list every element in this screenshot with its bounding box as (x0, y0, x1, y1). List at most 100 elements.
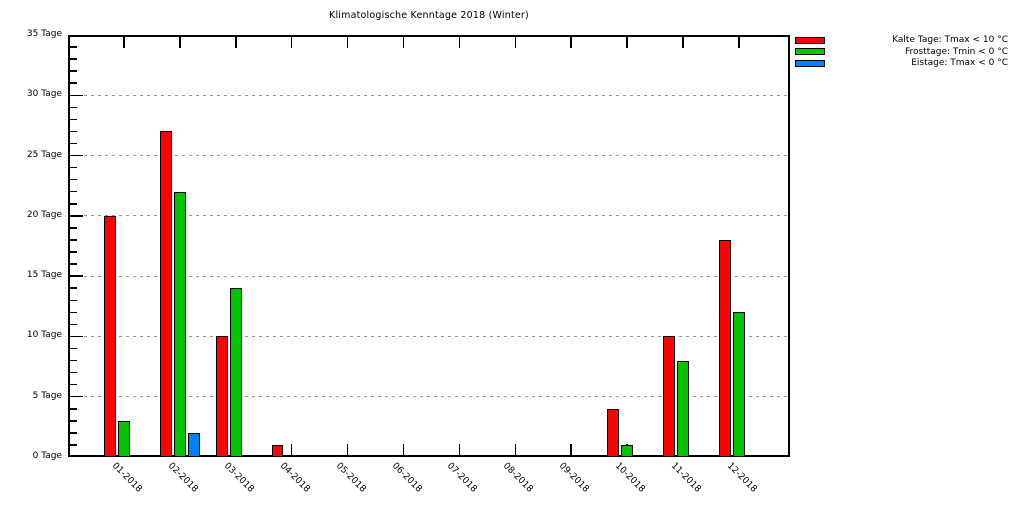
y-minor-tick-2 (70, 432, 77, 434)
gridline-y-30 (70, 94, 788, 96)
legend-label: Eistage: Tmax < 0 °C (911, 58, 1008, 68)
x-axis-label-11-2018: 11-2018 (668, 461, 703, 495)
bar-frosttage-03-2018 (230, 288, 242, 457)
y-minor-tick-11 (70, 323, 77, 326)
legend-label: Frosttage: Tmin < 0 °C (904, 46, 1008, 57)
bar-kalte-tage-12-2018 (719, 239, 731, 457)
x-tick-top-02-2018 (179, 37, 181, 48)
x-axis-label-05-2018: 05-2018 (333, 461, 368, 495)
gridline-y-15 (70, 275, 788, 277)
x-tick-bottom-08-2018 (514, 444, 517, 455)
y-minor-tick-13 (70, 299, 77, 301)
legend-label: Kalte Tage: Tmax < 10 °C (892, 35, 1008, 45)
y-minor-tick-23 (70, 178, 77, 181)
bar-frosttage-11-2018 (677, 360, 689, 457)
y-axis-label-20: 20 Tage (26, 209, 62, 220)
bar-kalte-tage-03-2018 (216, 336, 228, 457)
x-tick-top-05-2018 (346, 37, 349, 48)
bar-frosttage-10-2018 (621, 444, 633, 457)
y-major-tick-15 (70, 275, 83, 277)
legend-swatch-red (795, 36, 825, 44)
y-axis-label-5: 5 Tage (32, 390, 62, 401)
x-axis-label-12-2018: 12-2018 (724, 461, 759, 495)
y-minor-tick-8 (70, 359, 77, 362)
y-minor-tick-6 (70, 383, 77, 386)
x-tick-bottom-05-2018 (346, 444, 349, 455)
x-tick-top-09-2018 (570, 37, 572, 48)
x-tick-top-08-2018 (514, 37, 517, 48)
y-minor-tick-9 (70, 347, 77, 350)
bar-eistage-02-2018 (188, 432, 200, 457)
y-minor-tick-26 (70, 142, 77, 145)
gridline-y-25 (70, 155, 788, 157)
chart-title: Klimatologische Kenntage 2018 (Winter) (329, 10, 529, 21)
x-axis-label-08-2018: 08-2018 (501, 461, 535, 495)
y-minor-tick-28 (70, 118, 77, 121)
y-major-tick-30 (70, 94, 83, 97)
y-minor-tick-31 (70, 82, 77, 84)
y-axis-label-30: 30 Tage (26, 89, 62, 100)
y-axis-label-0: 0 Tage (32, 451, 62, 461)
x-axis-label-10-2018: 10-2018 (613, 461, 647, 495)
y-minor-tick-4 (70, 408, 77, 410)
bar-kalte-tage-02-2018 (160, 131, 172, 457)
x-tick-top-12-2018 (738, 37, 740, 48)
y-axis-label-10: 10 Tage (26, 330, 62, 341)
x-tick-bottom-06-2018 (402, 444, 405, 455)
bar-frosttage-01-2018 (118, 420, 130, 457)
x-axis-label-02-2018: 02-2018 (165, 461, 200, 495)
y-minor-tick-32 (70, 70, 77, 72)
y-minor-tick-14 (70, 287, 77, 289)
y-minor-tick-34 (70, 46, 77, 48)
x-tick-top-03-2018 (235, 37, 237, 48)
y-minor-tick-19 (70, 227, 77, 229)
plot-frame (68, 35, 790, 457)
x-tick-top-01-2018 (123, 37, 125, 48)
x-axis-label-01-2018: 01-2018 (109, 461, 144, 495)
y-axis-label-35: 35 Tage (26, 29, 62, 39)
y-minor-tick-17 (70, 251, 77, 253)
bar-kalte-tage-01-2018 (104, 215, 116, 457)
y-minor-tick-24 (70, 166, 77, 169)
y-minor-tick-12 (70, 311, 77, 314)
x-axis-label-06-2018: 06-2018 (389, 461, 424, 495)
bar-kalte-tage-10-2018 (607, 408, 619, 457)
gridline-y-5 (70, 396, 788, 398)
y-major-tick-25 (70, 154, 83, 157)
y-major-tick-5 (70, 395, 83, 398)
chart-legend: Kalte Tage: Tmax < 10 °C Frosttage: Tmin… (795, 35, 1008, 71)
x-tick-bottom-07-2018 (458, 444, 461, 455)
legend-item-frosttage: Frosttage: Tmin < 0 °C (795, 46, 1008, 57)
y-minor-tick-29 (70, 106, 77, 109)
y-minor-tick-21 (70, 203, 77, 205)
y-minor-tick-27 (70, 130, 77, 133)
y-major-tick-20 (70, 215, 83, 217)
y-minor-tick-16 (70, 263, 77, 265)
y-minor-tick-33 (70, 58, 77, 60)
x-tick-top-10-2018 (626, 37, 628, 48)
y-minor-tick-1 (70, 444, 77, 446)
gridline-y-20 (70, 215, 788, 217)
legend-item-kalte-tage: Kalte Tage: Tmax < 10 °C (795, 35, 1008, 45)
y-minor-tick-18 (70, 239, 77, 241)
y-minor-tick-7 (70, 371, 77, 374)
x-tick-top-07-2018 (458, 37, 461, 48)
x-axis-label-09-2018: 09-2018 (557, 461, 591, 495)
y-minor-tick-22 (70, 190, 77, 193)
x-tick-top-04-2018 (290, 37, 293, 48)
gridline-y-10 (70, 335, 788, 337)
bar-frosttage-12-2018 (733, 312, 745, 457)
y-major-tick-10 (70, 335, 83, 338)
x-tick-bottom-04-2018 (290, 444, 293, 455)
bar-frosttage-02-2018 (174, 191, 186, 457)
x-tick-top-11-2018 (682, 37, 684, 48)
y-axis-label-15: 15 Tage (26, 270, 62, 281)
bar-kalte-tage-04-2018 (271, 444, 284, 457)
y-axis-label-25: 25 Tage (26, 149, 62, 160)
legend-swatch-blue (795, 59, 825, 67)
x-tick-top-06-2018 (402, 37, 405, 48)
legend-item-eistage: Eistage: Tmax < 0 °C (795, 58, 1008, 68)
y-minor-tick-3 (70, 420, 77, 422)
x-axis-label-07-2018: 07-2018 (445, 461, 479, 495)
